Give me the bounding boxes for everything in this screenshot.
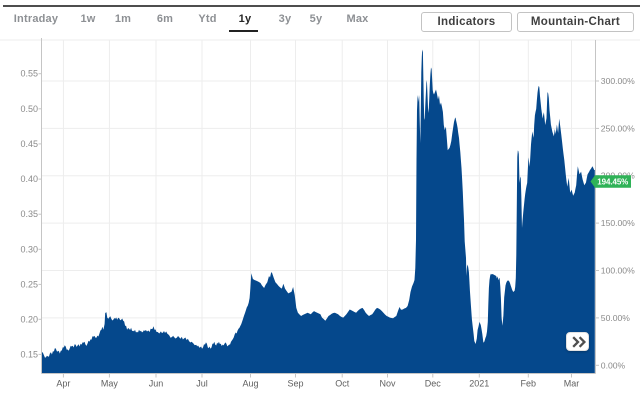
svg-text:Dec: Dec	[425, 379, 442, 389]
svg-text:150.00%: 150.00%	[601, 218, 635, 228]
svg-text:Oct: Oct	[335, 379, 350, 389]
svg-text:Sep: Sep	[287, 379, 303, 389]
svg-text:May: May	[101, 379, 119, 389]
svg-text:300.00%: 300.00%	[601, 76, 635, 86]
svg-text:Nov: Nov	[379, 379, 396, 389]
svg-text:50.00%: 50.00%	[601, 313, 631, 323]
svg-text:0.25: 0.25	[20, 279, 38, 289]
svg-text:Apr: Apr	[56, 379, 70, 389]
svg-text:0.55: 0.55	[20, 69, 38, 79]
svg-text:Feb: Feb	[521, 379, 537, 389]
svg-text:0.35: 0.35	[20, 209, 38, 219]
svg-text:0.50: 0.50	[20, 104, 38, 114]
svg-text:0.00%: 0.00%	[601, 360, 626, 370]
svg-text:250.00%: 250.00%	[601, 123, 635, 133]
svg-text:0.20: 0.20	[20, 314, 38, 324]
svg-text:0.40: 0.40	[20, 174, 38, 184]
svg-text:Jun: Jun	[149, 379, 164, 389]
svg-text:0.15: 0.15	[20, 349, 38, 359]
svg-text:0.45: 0.45	[20, 139, 38, 149]
svg-text:Jul: Jul	[196, 379, 208, 389]
svg-text:2021: 2021	[469, 379, 489, 389]
svg-text:0.30: 0.30	[20, 244, 38, 254]
svg-text:Aug: Aug	[242, 379, 258, 389]
svg-text:194.45%: 194.45%	[597, 177, 628, 186]
svg-text:100.00%: 100.00%	[601, 266, 635, 276]
svg-text:Mar: Mar	[564, 379, 580, 389]
